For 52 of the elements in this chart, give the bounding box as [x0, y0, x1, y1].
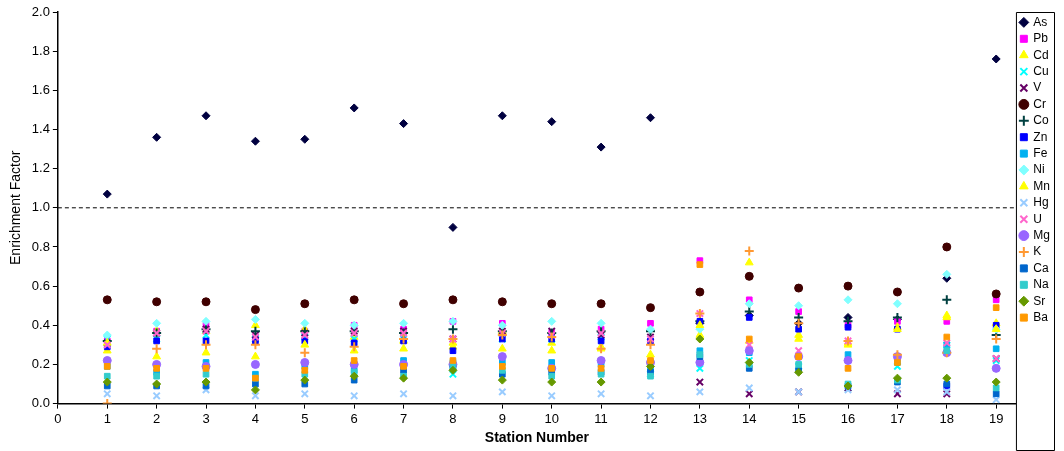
legend-label: Co: [1033, 113, 1049, 128]
legend-label: V: [1033, 80, 1042, 95]
y-tick-label: 2.0: [31, 3, 50, 19]
x-tick-label: 7: [399, 410, 408, 426]
x-tick-label: 9: [498, 410, 506, 426]
y-tick-label: 0.0: [31, 395, 50, 411]
x-tick-label: 0: [54, 410, 62, 426]
legend-label: Mg: [1033, 227, 1050, 242]
y-tick-label: 1.0: [31, 199, 50, 215]
y-tick-label: 0.8: [31, 238, 50, 254]
legend-label: Ba: [1033, 309, 1049, 324]
x-tick-label: 19: [988, 410, 1004, 426]
x-tick-label: 2: [153, 410, 161, 426]
legend-label: Fe: [1033, 145, 1048, 160]
y-tick-label: 0.4: [31, 316, 50, 332]
y-tick-label: 0.2: [31, 356, 50, 372]
legend-label: Ni: [1033, 162, 1045, 177]
legend-label: Sr: [1033, 293, 1046, 308]
x-tick-label: 11: [594, 410, 608, 426]
x-tick-label: 4: [251, 410, 260, 426]
x-tick-label: 16: [840, 410, 856, 426]
x-tick-label: 10: [544, 410, 559, 426]
x-tick-label: 17: [890, 410, 905, 426]
legend-label: Cd: [1033, 47, 1049, 62]
y-tick-label: 1.2: [31, 160, 50, 176]
x-tick-label: 14: [742, 410, 757, 426]
x-axis-title: Station Number: [484, 429, 590, 446]
x-tick-label: 15: [791, 410, 806, 426]
legend-label: Pb: [1033, 31, 1049, 46]
legend-label: Cr: [1033, 96, 1046, 111]
x-tick-label: 13: [692, 410, 708, 426]
legend-label: Cu: [1033, 63, 1049, 78]
y-tick-label: 1.6: [31, 81, 50, 97]
legend-label: Mn: [1033, 178, 1050, 193]
x-tick-label: 5: [301, 410, 309, 426]
legend-label: As: [1033, 14, 1048, 29]
x-tick-label: 8: [449, 410, 457, 426]
legend-label: Na: [1033, 277, 1049, 292]
legend-label: Zn: [1033, 129, 1048, 144]
legend-label: Hg: [1033, 195, 1049, 210]
x-tick-label: 3: [202, 410, 210, 426]
x-tick-label: 18: [939, 410, 955, 426]
y-axis-title: Enrichment Factor: [7, 150, 24, 265]
legend-label: Ca: [1033, 260, 1049, 275]
y-tick-label: 0.6: [31, 277, 50, 293]
y-tick-label: 1.8: [31, 42, 50, 58]
legend-label: K: [1033, 244, 1042, 259]
x-tick-label: 12: [643, 410, 658, 426]
y-tick-label: 1.4: [31, 121, 50, 137]
legend-label: U: [1033, 211, 1042, 226]
x-tick-label: 1: [103, 410, 111, 426]
x-tick-label: 6: [350, 410, 358, 426]
